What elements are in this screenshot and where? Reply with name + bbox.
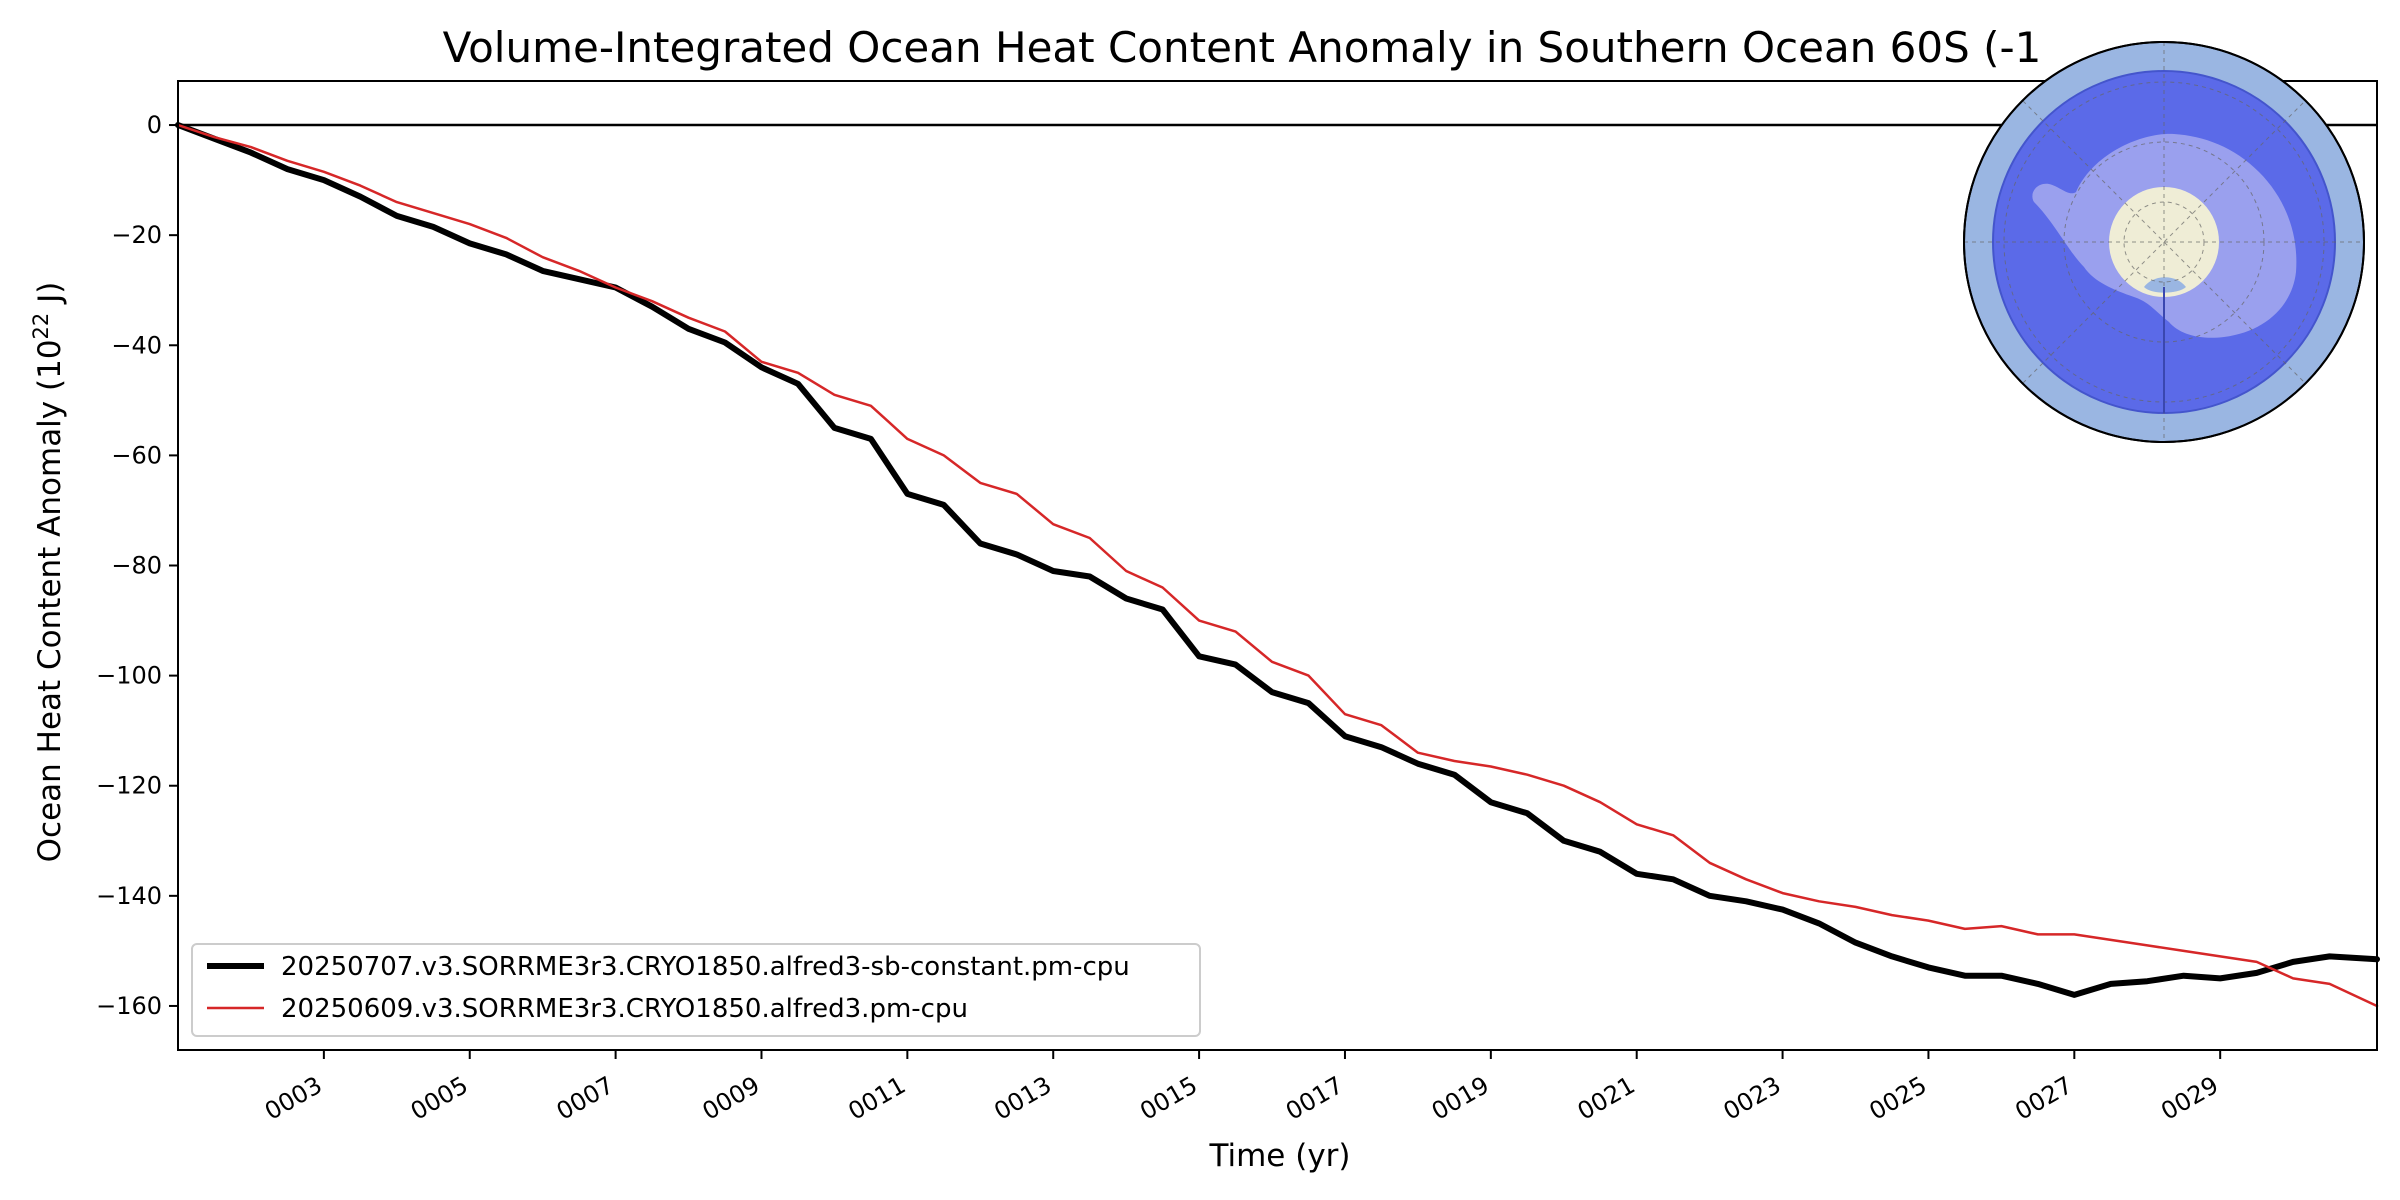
x-tick-label: 0011 [843, 1071, 910, 1126]
x-tick-label: 0023 [1719, 1071, 1786, 1126]
y-tick-label: −120 [96, 772, 162, 800]
inset-frame [1963, 41, 2365, 443]
legend-frame [191, 943, 1201, 1037]
y-axis-title: Ocean Heat Content Anomaly (1022 J) [29, 282, 68, 863]
y-tick-label: 0 [147, 111, 162, 139]
y-axis-title-suffix: J) [32, 282, 68, 313]
legend: 20250707.v3.SORRME3r3.CRYO1850.alfred3-s… [191, 943, 1201, 1037]
x-tick-label: 0027 [2010, 1071, 2077, 1126]
y-tick-label: −80 [111, 552, 162, 580]
y-tick-label: −160 [96, 992, 162, 1020]
x-tick-label: 0029 [2156, 1071, 2223, 1126]
y-axis-title-prefix: Ocean Heat Content Anomaly (10 [32, 339, 68, 862]
x-tick-label: 0007 [552, 1071, 619, 1126]
series-line-2 [176, 123, 2379, 1008]
legend-label-series-1: 20250707.v3.SORRME3r3.CRYO1850.alfred3-s… [281, 952, 1130, 982]
y-tick-label: −40 [111, 331, 162, 359]
x-tick-label: 0019 [1427, 1071, 1494, 1126]
x-tick-label: 0025 [1865, 1071, 1932, 1126]
y-tick-label: −100 [96, 662, 162, 690]
x-tick-label: 0005 [406, 1071, 473, 1126]
x-tick-label: 0015 [1135, 1071, 1202, 1126]
x-axis-title: Time (yr) [1209, 1138, 1351, 1174]
y-tick-label: −60 [111, 441, 162, 469]
y-tick-label: −20 [111, 221, 162, 249]
x-tick-label: 0021 [1573, 1071, 1640, 1126]
x-tick-label: 0003 [260, 1071, 327, 1126]
region-inset-map [1963, 41, 2365, 443]
x-tick-label: 0013 [989, 1071, 1056, 1126]
series-line-1 [175, 122, 2380, 998]
x-tick-label: 0009 [698, 1071, 765, 1126]
y-tick-label: −140 [96, 882, 162, 910]
legend-label-series-2: 20250609.v3.SORRME3r3.CRYO1850.alfred3.p… [281, 994, 968, 1024]
y-axis-title-exponent: 22 [29, 313, 53, 340]
x-tick-label: 0017 [1281, 1071, 1348, 1126]
chart-title: Volume-Integrated Ocean Heat Content Ano… [443, 23, 2042, 72]
